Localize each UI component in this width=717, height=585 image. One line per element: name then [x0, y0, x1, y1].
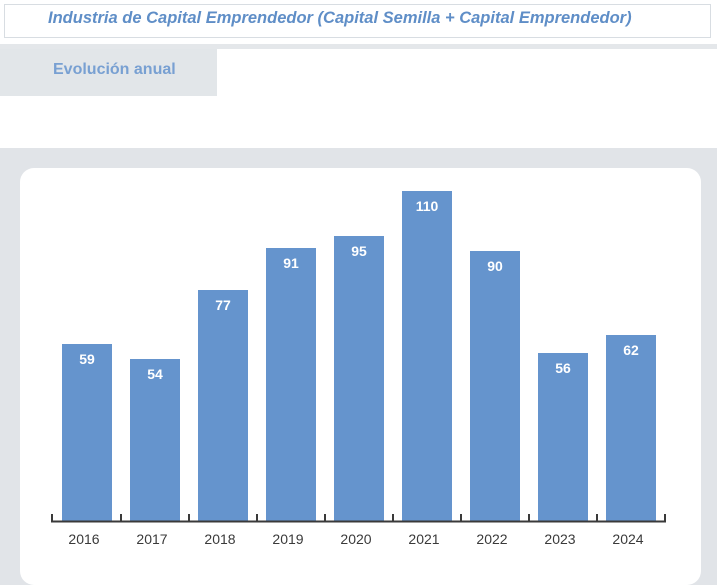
data-label-2018: 77	[215, 297, 231, 313]
tab-row-background	[217, 49, 717, 96]
bar-2016[interactable]	[62, 344, 112, 521]
bar-2023[interactable]	[538, 353, 588, 521]
data-label-2019: 91	[283, 255, 299, 271]
filter-band	[0, 96, 717, 148]
data-label-2023: 56	[555, 360, 571, 376]
data-label-2021: 110	[416, 198, 439, 214]
x-tick-label-2018: 2018	[204, 531, 235, 547]
data-label-2022: 90	[487, 258, 503, 274]
tab-label: Evolución anual	[53, 61, 176, 78]
tab-evolucion-anual[interactable]: Evolución anual	[0, 49, 217, 96]
labels-layer: 59 2016 54 2017 77 2018 91 2019 95 2020 110 2021 90 2…	[68, 198, 643, 547]
x-tick-label-2017: 2017	[136, 531, 167, 547]
bar-2017[interactable]	[130, 359, 180, 521]
bar-2024[interactable]	[606, 335, 656, 521]
header-bar: Industria de Capital Emprendedor (Capita…	[0, 0, 717, 44]
data-label-2020: 95	[351, 243, 367, 259]
bar-2022[interactable]	[470, 251, 520, 521]
data-label-2016: 59	[79, 351, 95, 367]
tab-strip-divider	[0, 44, 717, 49]
bar-2021[interactable]	[402, 191, 452, 521]
bar-2020[interactable]	[334, 236, 384, 521]
bar-2018[interactable]	[198, 290, 248, 521]
bars-layer	[62, 191, 656, 521]
x-tick-label-2021: 2021	[408, 531, 439, 547]
x-tick-label-2024: 2024	[612, 531, 643, 547]
x-tick-label-2022: 2022	[476, 531, 507, 547]
page-title: Industria de Capital Emprendedor (Capita…	[48, 9, 632, 27]
x-tick-label-2020: 2020	[340, 531, 371, 547]
title-box	[4, 4, 711, 38]
data-label-2017: 54	[147, 366, 163, 382]
x-tick-label-2019: 2019	[272, 531, 303, 547]
x-axis	[51, 514, 666, 523]
data-label-2024: 62	[623, 342, 639, 358]
x-tick-label-2023: 2023	[544, 531, 575, 547]
bar-2019[interactable]	[266, 248, 316, 521]
x-tick-label-2016: 2016	[68, 531, 99, 547]
